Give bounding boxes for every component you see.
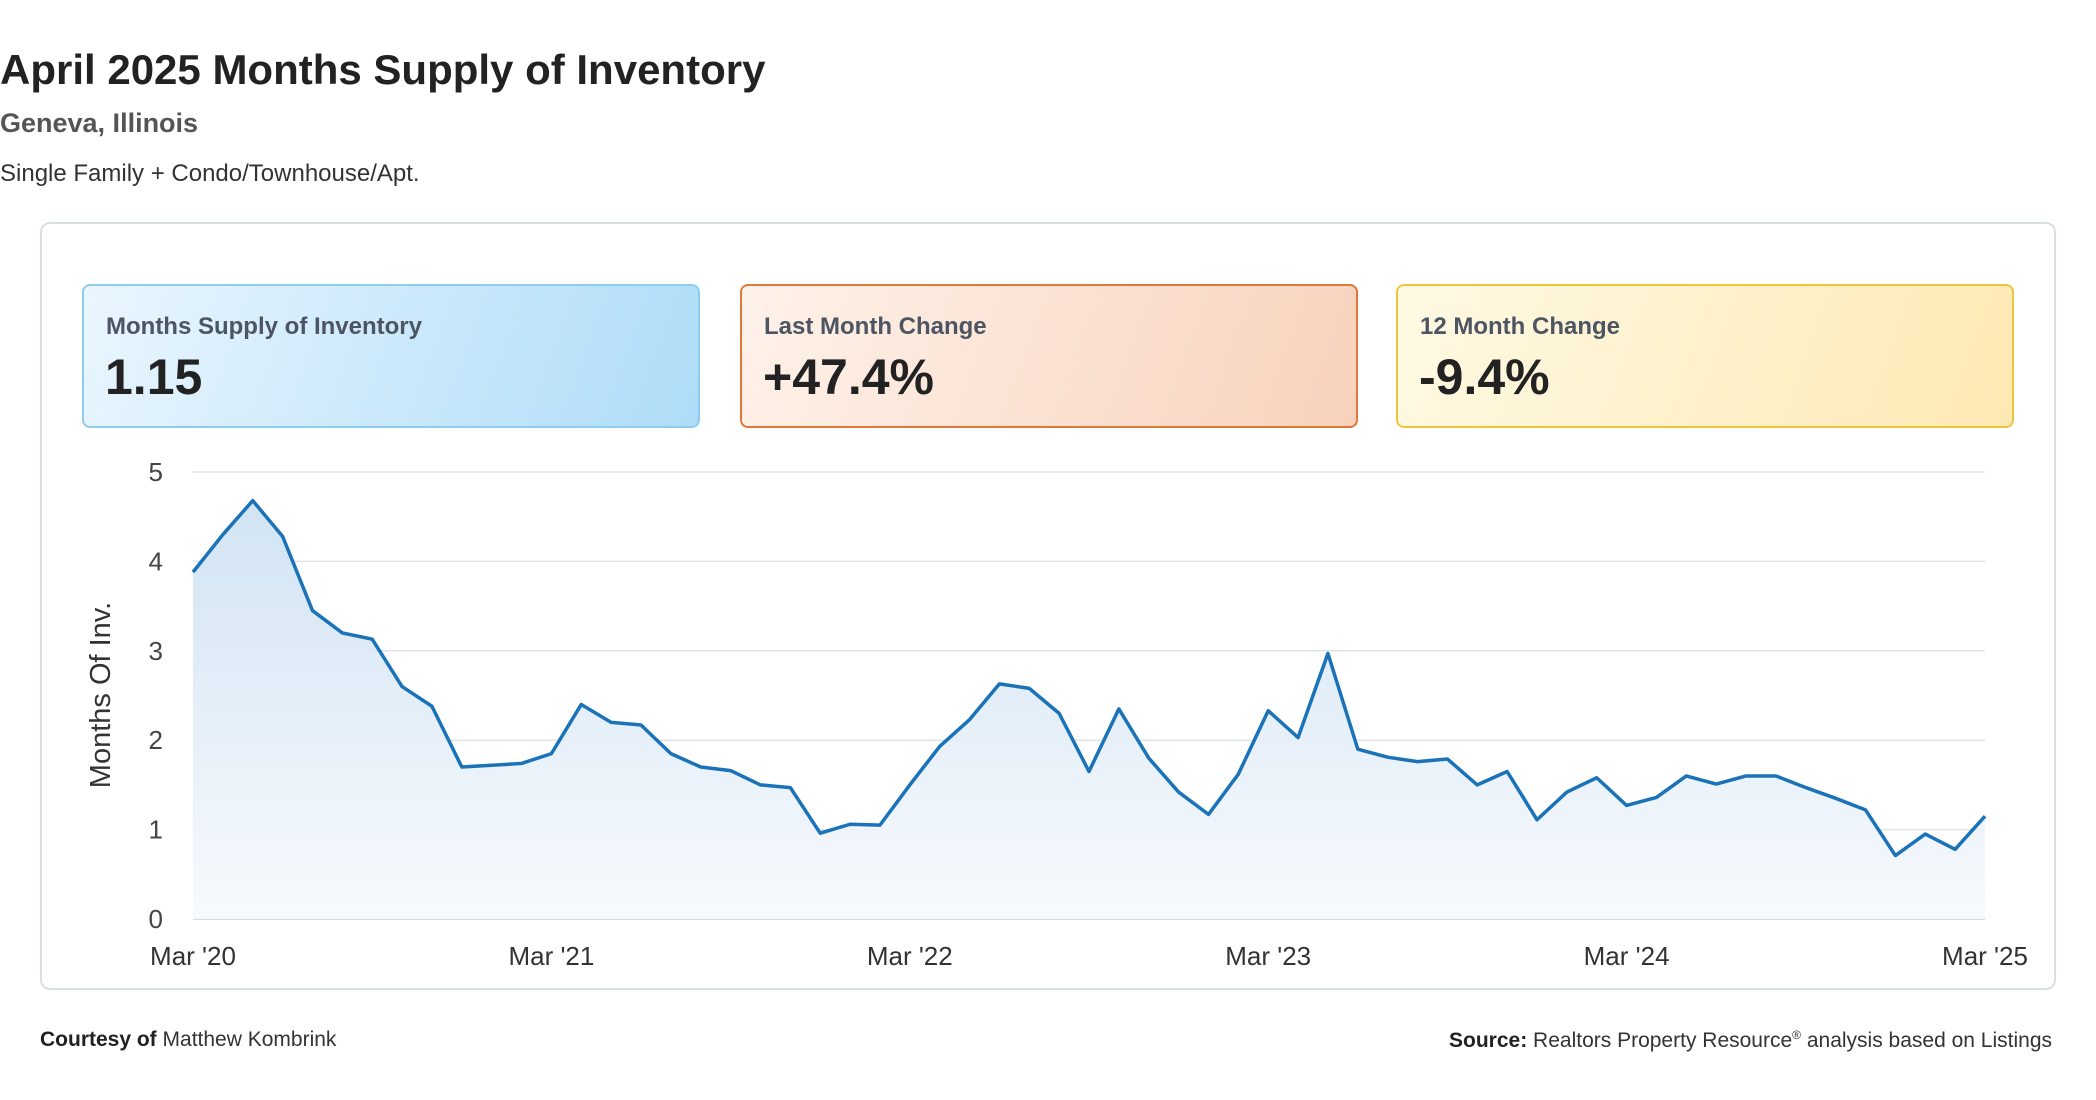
registered-mark: ® <box>1792 1028 1801 1042</box>
y-axis-ticks: 0 1 2 3 4 5 <box>149 457 163 934</box>
x-tick-label: Mar '24 <box>1584 941 1670 971</box>
x-tick-label: Mar '25 <box>1942 941 2028 971</box>
x-tick-label: Mar '22 <box>867 941 953 971</box>
x-tick-label: Mar '23 <box>1225 941 1311 971</box>
property-segment: Single Family + Condo/Townhouse/Apt. <box>0 160 420 187</box>
courtesy-label: Courtesy of <box>40 1028 157 1051</box>
kpi-value: +47.4% <box>763 349 934 405</box>
source-note: Source: Realtors Property Resource® anal… <box>1449 1028 2052 1053</box>
kpi-value: -9.4% <box>1419 349 1550 405</box>
kpi-label: 12 Month Change <box>1420 313 1621 340</box>
area-fill <box>193 500 1985 919</box>
kpi-card-last-month-change: Last Month Change +47.4% <box>740 284 1358 428</box>
kpi-label: Last Month Change <box>764 313 987 340</box>
kpi-card-months-supply: Months Supply of Inventory 1.15 <box>82 284 700 428</box>
x-tick-label: Mar '21 <box>508 941 594 971</box>
y-tick-label: 4 <box>149 546 163 576</box>
page-subtitle: Geneva, Illinois <box>0 108 199 138</box>
source-text: Realtors Property Resource <box>1533 1029 1793 1052</box>
y-axis-label: Months Of Inv. <box>85 602 117 788</box>
y-tick-label: 3 <box>149 636 163 666</box>
kpi-value: 1.15 <box>105 349 203 405</box>
y-tick-label: 1 <box>149 815 163 845</box>
courtesy-note: Courtesy of Matthew Kombrink <box>40 1028 336 1052</box>
series-line <box>191 498 1987 858</box>
page-title: April 2025 Months Supply of Inventory <box>0 46 766 93</box>
area-fill-path <box>193 500 1985 919</box>
source-label: Source: <box>1449 1029 1528 1052</box>
x-axis-ticks: Mar '20 Mar '21 Mar '22 Mar '23 Mar '24 Mar '… <box>150 941 2028 971</box>
kpi-card-12-month-change: 12 Month Change -9.4% <box>1396 284 2014 428</box>
y-tick-label: 0 <box>149 904 163 934</box>
x-tick-label: Mar '20 <box>150 941 236 971</box>
source-suffix: analysis based on Listings <box>1806 1029 2052 1052</box>
kpi-label: Months Supply of Inventory <box>106 313 422 340</box>
y-tick-label: 5 <box>149 457 163 487</box>
series-line-path <box>191 498 1987 858</box>
y-tick-label: 2 <box>149 725 163 755</box>
courtesy-name: Matthew Kombrink <box>162 1028 337 1051</box>
